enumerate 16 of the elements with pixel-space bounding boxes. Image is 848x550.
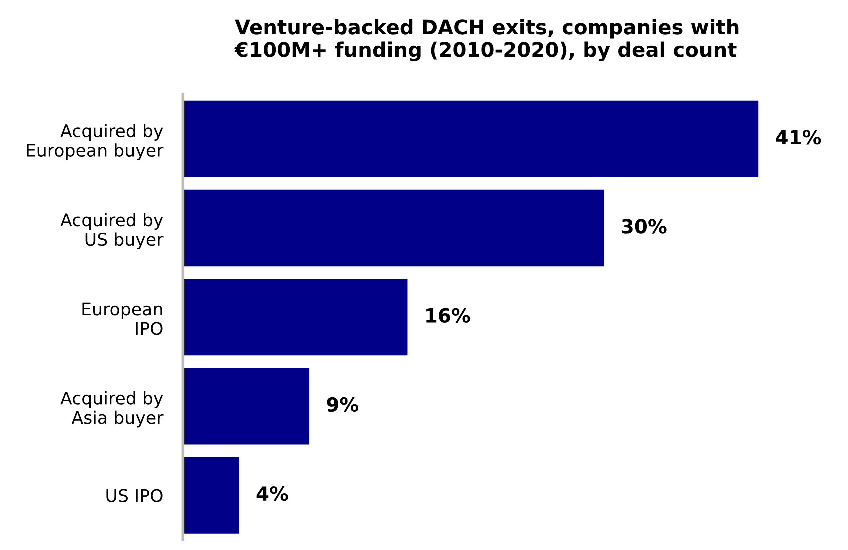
- data-label: 41%: [776, 130, 822, 145]
- bar: [183, 368, 310, 445]
- bar: [183, 190, 604, 267]
- bar: [183, 279, 408, 356]
- bar: [183, 457, 240, 534]
- y-tick-label: Acquired by European buyer: [27, 124, 164, 160]
- data-label: 16%: [426, 308, 470, 323]
- y-tick-label: Acquired by Asia buyer: [60, 391, 164, 428]
- chart-title: Venture-backed DACH exits, companies with €100M+ funding (2010-2020), by deal count: [234, 19, 739, 62]
- y-tick-label: US IPO: [106, 489, 163, 502]
- bar: [183, 100, 759, 178]
- y-tick-label: European IPO: [82, 302, 163, 336]
- data-label: 4%: [256, 486, 288, 502]
- y-tick-label: Acquired by US buyer: [60, 213, 164, 250]
- data-label: 30%: [622, 219, 667, 234]
- data-label: 9%: [327, 397, 359, 412]
